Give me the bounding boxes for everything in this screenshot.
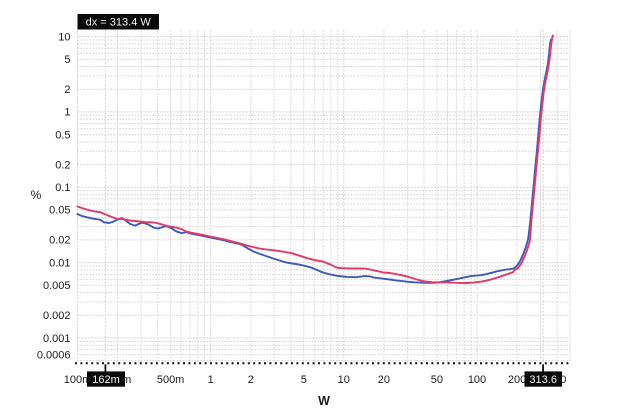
svg-text:500m: 500m	[157, 374, 185, 386]
svg-text:0.2: 0.2	[55, 159, 70, 171]
svg-text:1: 1	[208, 374, 214, 386]
svg-text:dx = 313.4 W: dx = 313.4 W	[86, 17, 152, 29]
svg-text:%: %	[31, 188, 42, 202]
svg-text:0.002: 0.002	[43, 310, 71, 322]
svg-text:W: W	[318, 394, 330, 408]
svg-text:100: 100	[468, 374, 486, 386]
svg-text:0.0006: 0.0006	[37, 350, 71, 362]
svg-text:100m: 100m	[64, 374, 92, 386]
svg-text:0.005: 0.005	[43, 280, 71, 292]
svg-text:0.02: 0.02	[49, 235, 70, 247]
svg-text:0.05: 0.05	[49, 205, 70, 217]
svg-text:0.5: 0.5	[55, 129, 70, 141]
svg-text:200: 200	[508, 374, 526, 386]
svg-text:0.01: 0.01	[49, 257, 70, 269]
svg-text:0.1: 0.1	[55, 182, 70, 194]
svg-text:2: 2	[248, 374, 254, 386]
svg-text:5: 5	[64, 54, 70, 66]
svg-text:10: 10	[58, 31, 70, 43]
svg-text:0.001: 0.001	[43, 333, 71, 345]
svg-text:313.6: 313.6	[529, 374, 557, 386]
svg-text:2: 2	[64, 84, 70, 96]
svg-text:162m: 162m	[92, 374, 120, 386]
svg-text:20: 20	[378, 374, 390, 386]
svg-text:10: 10	[338, 374, 350, 386]
svg-text:1: 1	[64, 107, 70, 119]
svg-text:50: 50	[431, 374, 443, 386]
svg-text:5: 5	[301, 374, 307, 386]
